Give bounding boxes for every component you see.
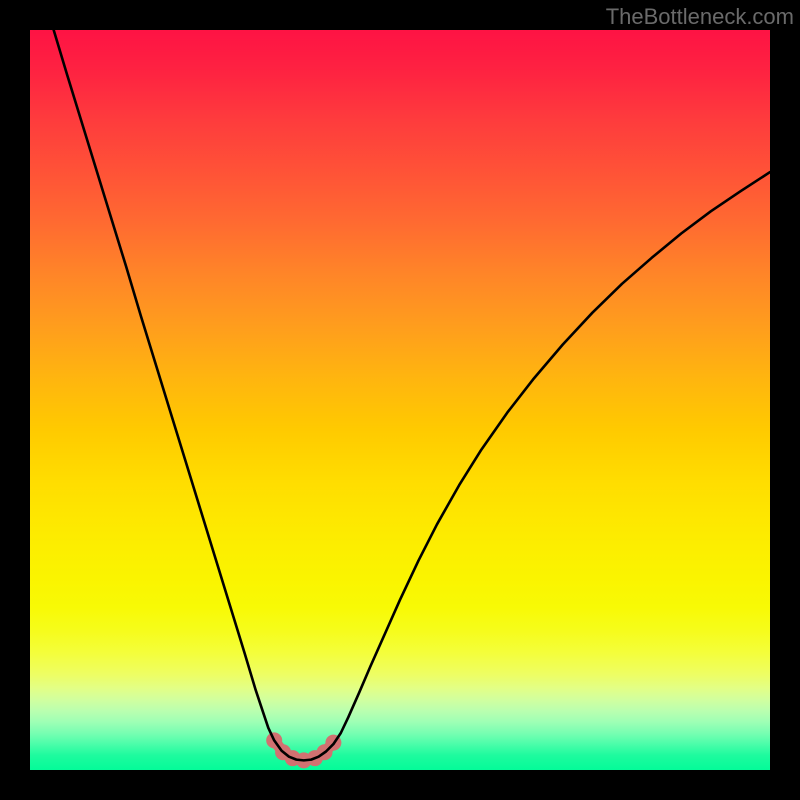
chart-container: TheBottleneck.com (0, 0, 800, 800)
plot-background (30, 30, 770, 770)
bottleneck-curve-chart (0, 0, 800, 800)
watermark-text: TheBottleneck.com (606, 4, 794, 30)
